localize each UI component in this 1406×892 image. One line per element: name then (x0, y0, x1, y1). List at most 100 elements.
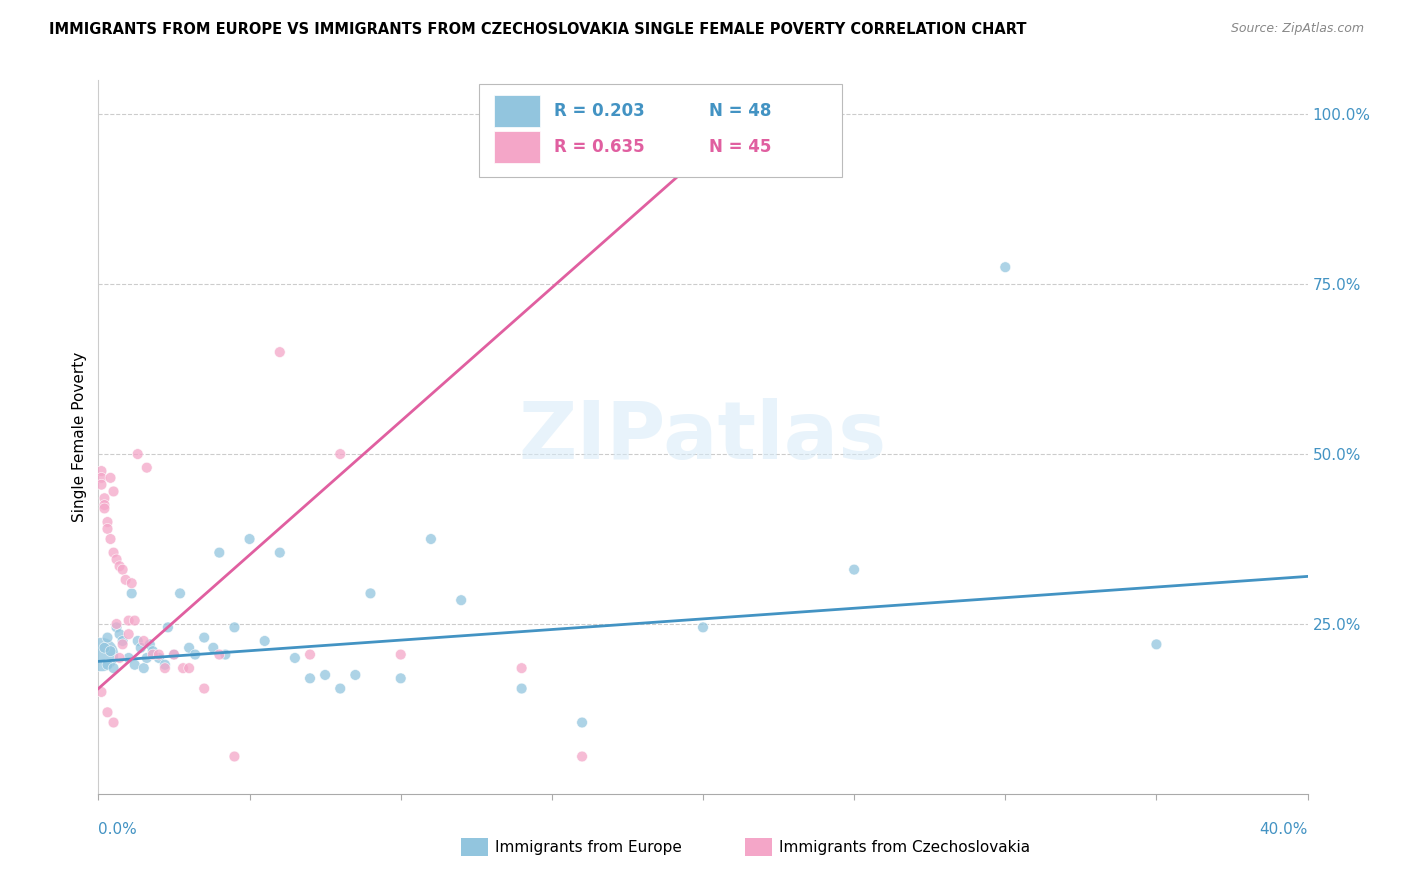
Point (148, 651, 170, 665)
Point (269, 345, 291, 359)
Point (329, 681, 352, 696)
Point (93, 640, 115, 655)
Point (153, 661, 176, 675)
Point (90, 477, 112, 491)
Point (111, 563, 134, 577)
Point (163, 648, 186, 662)
Text: Immigrants from Czechoslovakia: Immigrants from Czechoslovakia (779, 840, 1031, 855)
Point (360, 586, 382, 600)
Point (96, 522, 118, 536)
Point (139, 637, 162, 651)
Point (103, 715, 125, 730)
Point (103, 546, 125, 560)
Point (103, 484, 125, 499)
Point (124, 657, 146, 672)
Point (142, 648, 165, 662)
Point (214, 648, 236, 662)
Y-axis label: Single Female Poverty: Single Female Poverty (72, 352, 87, 522)
Point (121, 586, 143, 600)
Point (108, 559, 131, 574)
Point (90, 648, 112, 662)
Point (208, 546, 231, 560)
Point (132, 634, 155, 648)
FancyBboxPatch shape (461, 838, 488, 856)
Point (100, 471, 122, 485)
Point (224, 620, 246, 634)
Point (142, 644, 165, 658)
Point (450, 593, 472, 607)
Point (93, 498, 115, 512)
Point (105, 552, 128, 566)
FancyBboxPatch shape (494, 95, 540, 127)
Point (132, 661, 155, 675)
Point (96, 515, 118, 529)
Text: 0.0%: 0.0% (98, 822, 138, 838)
Point (202, 640, 225, 655)
Point (114, 573, 136, 587)
Point (103, 661, 125, 675)
FancyBboxPatch shape (745, 838, 772, 856)
Point (163, 648, 186, 662)
Point (184, 648, 207, 662)
Point (100, 644, 122, 658)
Point (105, 620, 128, 634)
Point (96, 706, 118, 720)
Point (111, 637, 134, 651)
Point (111, 634, 134, 648)
Point (96, 631, 118, 645)
Point (108, 651, 131, 665)
Point (118, 614, 141, 628)
Point (179, 640, 201, 655)
Point (208, 648, 231, 662)
Point (389, 671, 412, 685)
Point (844, 563, 866, 577)
Text: 40.0%: 40.0% (1260, 822, 1308, 838)
Point (571, 749, 593, 764)
Text: R = 0.203: R = 0.203 (554, 102, 645, 120)
Point (692, 128, 714, 142)
Text: Immigrants from Europe: Immigrants from Europe (495, 840, 682, 855)
Point (100, 532, 122, 546)
Point (224, 749, 246, 764)
Point (129, 640, 152, 655)
Point (239, 532, 262, 546)
Point (329, 447, 352, 461)
FancyBboxPatch shape (494, 130, 540, 162)
Point (193, 681, 215, 696)
Point (90, 471, 112, 485)
Point (284, 651, 307, 665)
Point (510, 681, 533, 696)
Point (179, 661, 201, 675)
Point (121, 576, 143, 591)
Point (172, 661, 194, 675)
Point (93, 501, 115, 516)
Point (118, 627, 141, 641)
Point (994, 260, 1017, 275)
Point (135, 651, 157, 665)
Point (127, 634, 149, 648)
Text: N = 45: N = 45 (709, 137, 772, 155)
Point (90, 685, 112, 699)
Point (124, 614, 146, 628)
Point (169, 586, 191, 600)
Text: R = 0.635: R = 0.635 (554, 137, 645, 155)
Point (389, 648, 412, 662)
Text: Source: ZipAtlas.com: Source: ZipAtlas.com (1230, 22, 1364, 36)
Point (108, 627, 131, 641)
Point (156, 620, 179, 634)
FancyBboxPatch shape (479, 84, 842, 177)
Point (127, 447, 149, 461)
Point (193, 631, 215, 645)
Point (692, 620, 714, 634)
Point (299, 648, 322, 662)
Text: IMMIGRANTS FROM EUROPE VS IMMIGRANTS FROM CZECHOSLOVAKIA SINGLE FEMALE POVERTY C: IMMIGRANTS FROM EUROPE VS IMMIGRANTS FRO… (49, 22, 1026, 37)
Point (90, 464, 112, 478)
Point (105, 617, 128, 632)
Point (510, 661, 533, 675)
Point (344, 668, 367, 682)
Point (135, 460, 157, 475)
Text: N = 48: N = 48 (709, 102, 772, 120)
Point (1144, 637, 1167, 651)
Point (571, 715, 593, 730)
Point (420, 532, 443, 546)
